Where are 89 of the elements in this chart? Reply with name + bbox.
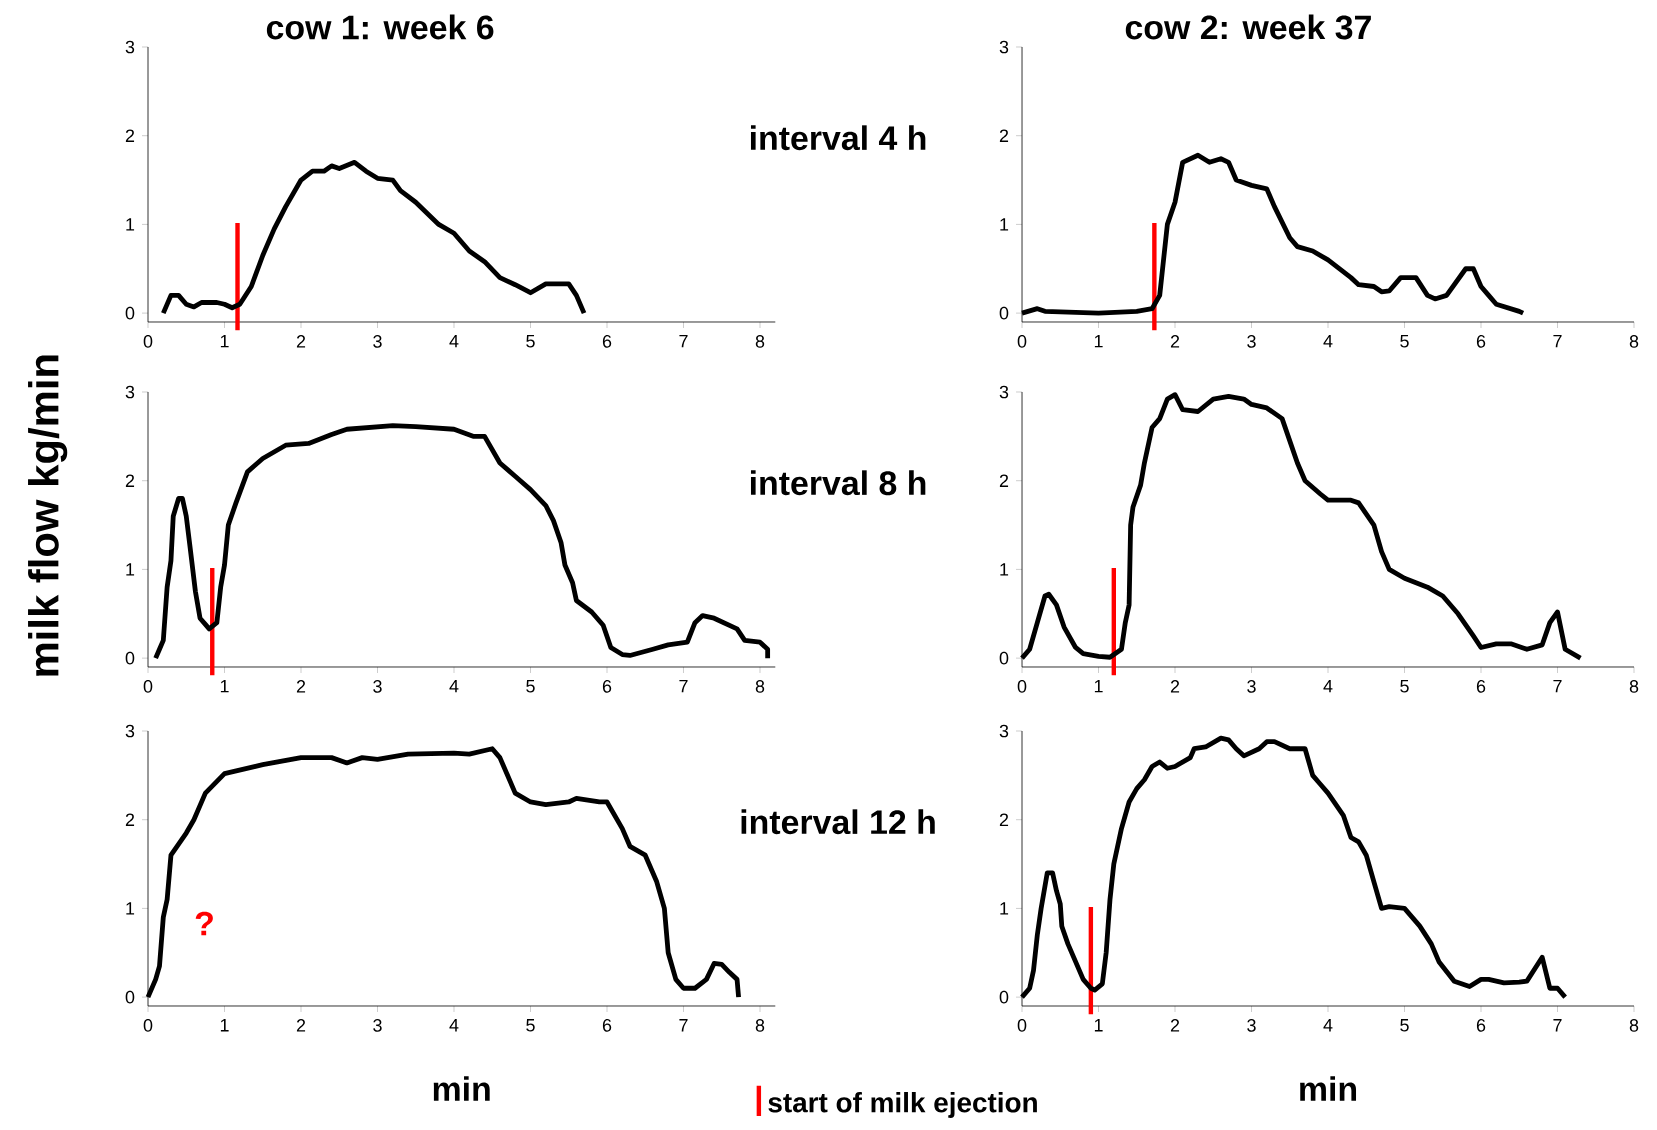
annotation: interval 8 h: [750, 470, 926, 496]
x-tick-label: 4: [1323, 1019, 1333, 1032]
y-tick-label: 3: [999, 40, 1009, 54]
y-tick-label: 0: [999, 651, 1009, 665]
x-tick-label: 7: [1553, 1019, 1562, 1032]
x-tick-label: 6: [602, 1019, 612, 1032]
chart-title: cow 1: week 6: [266, 14, 494, 40]
y-tick-label: 1: [1000, 218, 1009, 231]
x-tick-label: 8: [755, 680, 765, 693]
x-tick-label: 1: [220, 335, 229, 348]
annotation: interval 12 h: [741, 809, 935, 835]
x-axis-title: min: [1300, 1076, 1357, 1101]
x-tick-label: 5: [1400, 1019, 1409, 1032]
y-tick-label: 2: [125, 813, 135, 826]
x-tick-label: 7: [679, 335, 688, 348]
x-tick-label: 4: [449, 680, 459, 693]
x-tick-label: 6: [1476, 680, 1486, 693]
x-tick-label: 5: [526, 1019, 535, 1032]
y-tick-label: 2: [125, 129, 135, 142]
x-tick-label: 6: [1476, 335, 1486, 348]
x-tick-label: 8: [755, 335, 765, 348]
x-tick-label: 7: [1553, 335, 1562, 348]
y-tick-label: 1: [126, 218, 135, 231]
x-tick-label: 3: [373, 1019, 382, 1032]
x-tick-label: 1: [220, 1019, 229, 1032]
x-tick-label: 2: [296, 680, 306, 693]
y-tick-label: 2: [999, 129, 1009, 142]
x-tick-label: 4: [1323, 680, 1333, 693]
x-tick-label: 3: [1247, 680, 1256, 693]
x-tick-label: 8: [1629, 335, 1639, 348]
y-tick-label: 1: [126, 563, 135, 576]
x-tick-label: 4: [449, 1019, 459, 1032]
legend-label: start of milk ejection: [768, 1091, 1037, 1118]
annotation: interval 4 h: [750, 125, 926, 151]
x-tick-label: 0: [143, 680, 153, 693]
chart-title: cow 2: week 37: [1125, 14, 1371, 40]
x-tick-label: 5: [526, 335, 535, 348]
y-tick-label: 0: [125, 651, 135, 665]
x-tick-label: 1: [1094, 335, 1103, 348]
annotation: ?: [195, 911, 213, 936]
x-tick-label: 0: [1017, 680, 1027, 693]
x-tick-label: 8: [1629, 1019, 1639, 1032]
y-tick-label: 3: [125, 40, 135, 54]
y-tick-label: 0: [999, 990, 1009, 1004]
x-tick-label: 0: [143, 335, 153, 348]
y-tick-label: 3: [999, 724, 1009, 738]
x-tick-label: 1: [1094, 680, 1103, 693]
x-tick-label: 5: [526, 680, 535, 693]
x-tick-label: 2: [296, 335, 306, 348]
y-tick-label: 2: [999, 474, 1009, 487]
x-tick-label: 6: [1476, 1019, 1486, 1032]
x-tick-label: 5: [1400, 335, 1409, 348]
y-tick-label: 0: [125, 990, 135, 1004]
y-tick-label: 0: [125, 306, 135, 320]
y-tick-label: 3: [125, 724, 135, 738]
x-tick-label: 3: [1247, 335, 1256, 348]
x-tick-label: 7: [1553, 680, 1562, 693]
x-axis-title: min: [433, 1076, 490, 1101]
x-tick-label: 8: [1629, 680, 1639, 693]
y-tick-label: 3: [999, 385, 1009, 399]
y-axis-title: milk flow kg/min: [28, 355, 68, 676]
x-tick-label: 4: [449, 335, 459, 348]
y-tick-label: 2: [125, 474, 135, 487]
x-tick-label: 3: [373, 335, 382, 348]
y-tick-label: 3: [125, 385, 135, 399]
y-tick-label: 1: [1000, 563, 1009, 576]
x-tick-label: 7: [679, 680, 688, 693]
x-tick-label: 0: [1017, 335, 1027, 348]
x-tick-label: 1: [220, 680, 229, 693]
x-tick-label: 2: [296, 1019, 306, 1032]
x-tick-label: 6: [602, 680, 612, 693]
x-tick-label: 3: [1247, 1019, 1256, 1032]
x-tick-label: 2: [1170, 1019, 1180, 1032]
y-tick-label: 2: [999, 813, 1009, 826]
x-tick-label: 3: [373, 680, 382, 693]
y-tick-label: 1: [1000, 902, 1009, 915]
x-tick-label: 5: [1400, 680, 1409, 693]
x-tick-label: 2: [1170, 335, 1180, 348]
y-tick-label: 0: [999, 306, 1009, 320]
x-tick-label: 1: [1094, 1019, 1103, 1032]
x-tick-label: 0: [1017, 1019, 1027, 1032]
x-tick-label: 6: [602, 335, 612, 348]
x-tick-label: 7: [679, 1019, 688, 1032]
line-series: [160, 159, 587, 316]
x-tick-label: 8: [755, 1019, 765, 1032]
y-tick-label: 1: [126, 902, 135, 915]
x-tick-label: 0: [143, 1019, 153, 1032]
x-tick-label: 4: [1323, 335, 1333, 348]
x-tick-label: 2: [1170, 680, 1180, 693]
